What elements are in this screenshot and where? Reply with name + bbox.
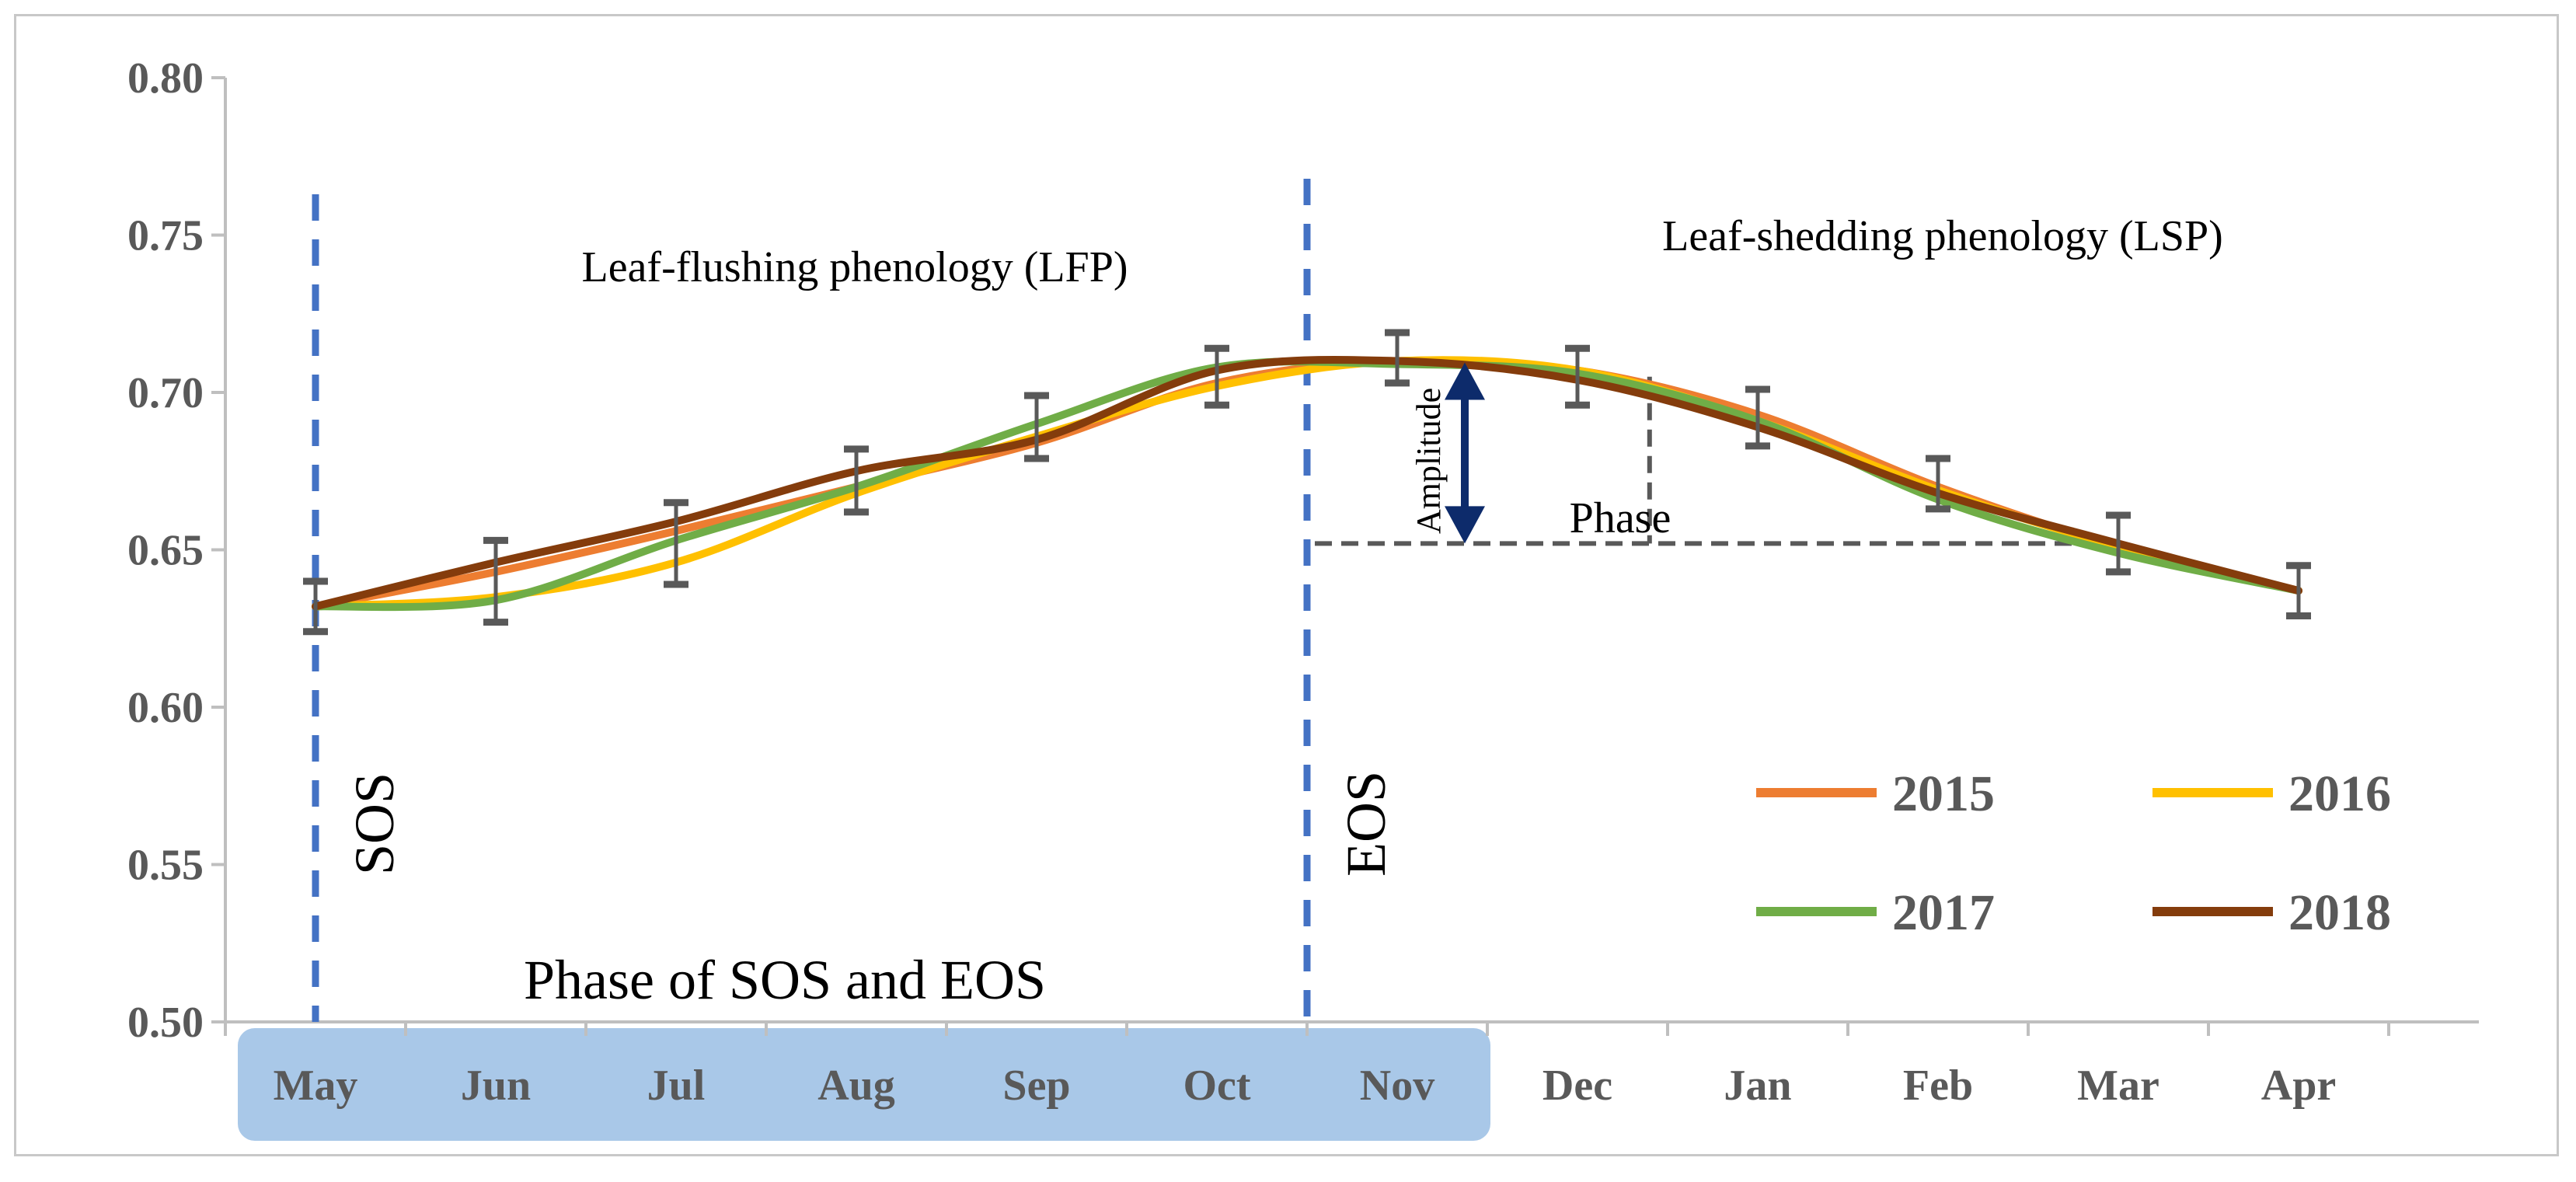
month-label: Jul [647,1062,706,1110]
amplitude-arrow-head-down [1445,506,1485,544]
error-bar [483,536,508,626]
phase-label: Phase [1570,494,1671,542]
y-tick-label: 0.60 [127,684,204,732]
phase-band-highlight [238,1028,1490,1141]
y-tick-label: 0.80 [127,54,204,103]
eos-label: EOS [1335,771,1397,877]
legend-label: 2017 [1892,884,1995,941]
error-bar [1565,344,1590,409]
error-bar [1745,385,1770,450]
month-label: Aug [817,1062,895,1110]
series-line-2018 [312,356,2302,611]
legend-item-2015: 2015 [1756,765,1995,822]
amplitude-arrow-head-up [1445,362,1485,400]
lsp-label: Leaf-shedding phenology (LSP) [1662,212,2223,260]
month-label: Oct [1183,1062,1250,1110]
error-bar [1024,392,1049,462]
series-line-2017 [312,357,2302,612]
error-bar [1204,344,1229,409]
legend-label: 2016 [2288,765,2391,822]
error-bar [303,577,328,636]
error-bar [844,445,869,516]
month-label: Mar [2077,1062,2159,1110]
error-bar [1385,329,1410,387]
month-label: Feb [1903,1062,1973,1110]
sos-label: SOS [343,772,406,875]
phase-of-sos-eos-label: Phase of SOS and EOS [524,949,1046,1011]
error-bar [1926,455,1950,513]
legend-item-2017: 2017 [1756,884,1995,941]
error-bar [664,499,688,588]
legend-item-2018: 2018 [2152,884,2391,941]
y-tick-label: 0.65 [127,527,204,575]
month-label: Sep [1002,1062,1070,1110]
series-line-2015 [312,356,2302,611]
lfp-label: Leaf-flushing phenology (LFP) [582,243,1128,291]
legend-label: 2018 [2288,884,2391,941]
legend-label: 2015 [1892,765,1995,822]
amplitude-label: Amplitude [1410,388,1448,534]
y-tick-label: 0.55 [127,842,204,890]
month-label: May [274,1062,358,1110]
y-tick-label: 0.50 [127,999,204,1047]
month-label: Dec [1542,1062,1612,1110]
month-label: Apr [2261,1062,2336,1110]
month-label: Nov [1360,1062,1434,1110]
legend-item-2016: 2016 [2152,765,2391,822]
month-label: Jan [1724,1062,1791,1110]
error-bar [2286,562,2311,620]
y-tick-label: 0.75 [127,212,204,260]
y-tick-label: 0.70 [127,369,204,417]
series-line-2016 [312,356,2302,611]
error-bar [2106,511,2131,576]
month-label: Jun [461,1062,531,1110]
